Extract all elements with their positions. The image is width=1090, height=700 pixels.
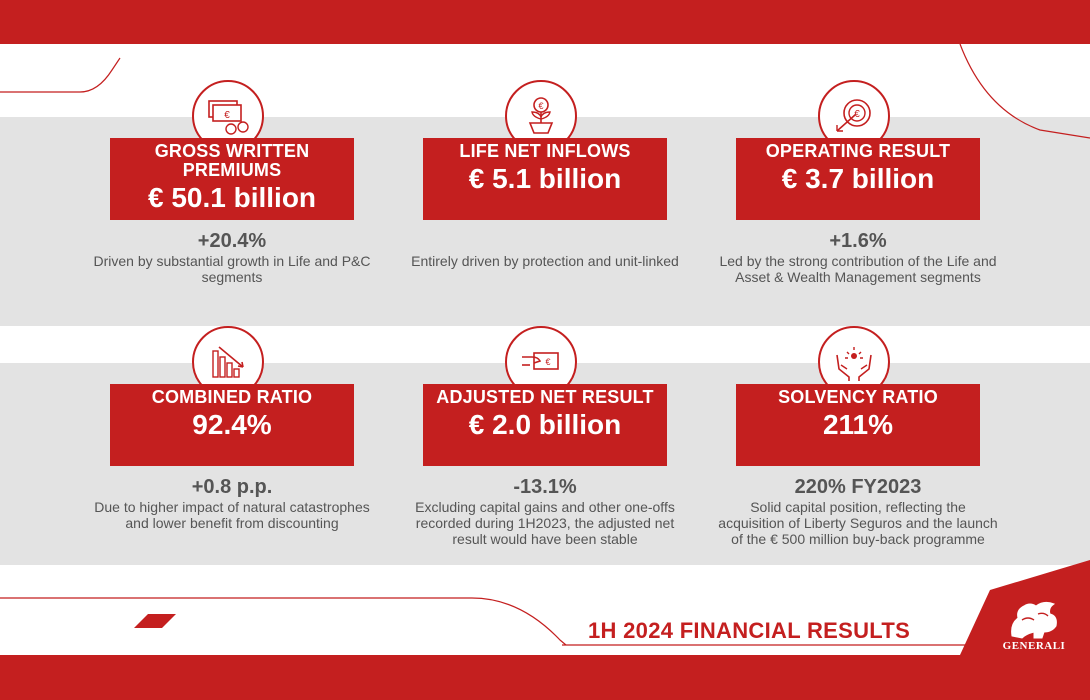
metric-description: Due to higher impact of natural catastro… <box>94 499 370 531</box>
metric-box: GROSS WRITTEN PREMIUMS € 50.1 billion <box>110 138 354 220</box>
metric-box: COMBINED RATIO 92.4% <box>110 384 354 466</box>
metric-box: ADJUSTED NET RESULT € 2.0 billion <box>423 384 667 466</box>
metric-value: € 5.1 billion <box>468 163 622 194</box>
svg-text:€: € <box>545 357 550 367</box>
metric-value: € 2.0 billion <box>468 409 622 440</box>
metric-description: Excluding capital gains and other one-of… <box>415 499 675 547</box>
metric-title: SOLVENCY RATIO <box>778 387 938 407</box>
metric-description: Driven by substantial growth in Life and… <box>93 253 371 285</box>
metric-change: +0.8 p.p. <box>191 476 273 498</box>
metric-title: OPERATING RESULT <box>765 141 951 161</box>
metric-title: ADJUSTED NET RESULT <box>436 387 654 407</box>
metric-value: 92.4% <box>192 409 272 440</box>
card-solvency-ratio: SOLVENCY RATIO 211% 220% FY2023 Solid ca… <box>718 326 1036 556</box>
metric-change: -13.1% <box>513 476 577 498</box>
svg-text:€: € <box>854 109 860 120</box>
card-combined-ratio: COMBINED RATIO 92.4% +0.8 p.p. Due to hi… <box>94 326 410 556</box>
metric-description: Entirely driven by protection and unit-l… <box>411 253 679 269</box>
metric-box: SOLVENCY RATIO 211% <box>736 384 980 466</box>
svg-text:€: € <box>538 101 543 111</box>
metric-value: € 50.1 billion <box>147 182 317 213</box>
card-life-net-inflows: € LIFE NET INFLOWS € 5.1 billion Entirel… <box>411 80 723 310</box>
footer-headline: 1H 2024 FINANCIAL RESULTS <box>588 618 911 643</box>
metric-box: OPERATING RESULT € 3.7 billion <box>736 138 980 220</box>
metric-title: GROSS WRITTEN PREMIUMS <box>154 141 310 180</box>
metric-description: Led by the strong contribution of the Li… <box>719 253 997 285</box>
metric-description: Solid capital position, reflecting the a… <box>718 499 998 547</box>
bottom-red-bar <box>0 655 1090 700</box>
metric-title: COMBINED RATIO <box>151 387 313 407</box>
metric-change: 220% FY2023 <box>794 476 922 498</box>
svg-text:€: € <box>224 110 230 121</box>
metric-box: LIFE NET INFLOWS € 5.1 billion <box>423 138 667 220</box>
metric-change: +20.4% <box>197 230 267 252</box>
generali-lion-logo-icon <box>1011 601 1057 639</box>
card-adjusted-net-result: € ADJUSTED NET RESULT € 2.0 billion -13.… <box>415 326 723 556</box>
brand-wordmark: GENERALI <box>1002 640 1066 652</box>
card-operating-result: € OPERATING RESULT € 3.7 billion +1.6% L… <box>719 80 1036 310</box>
card-gross-written-premiums: € GROSS WRITTEN PREMIUMS € 50.1 billion … <box>93 80 410 310</box>
metric-value: € 3.7 billion <box>781 163 935 194</box>
metric-change: +1.6% <box>829 230 887 252</box>
top-red-bar <box>0 0 1090 44</box>
metric-title: LIFE NET INFLOWS <box>459 141 631 161</box>
metric-value: 211% <box>822 409 894 440</box>
